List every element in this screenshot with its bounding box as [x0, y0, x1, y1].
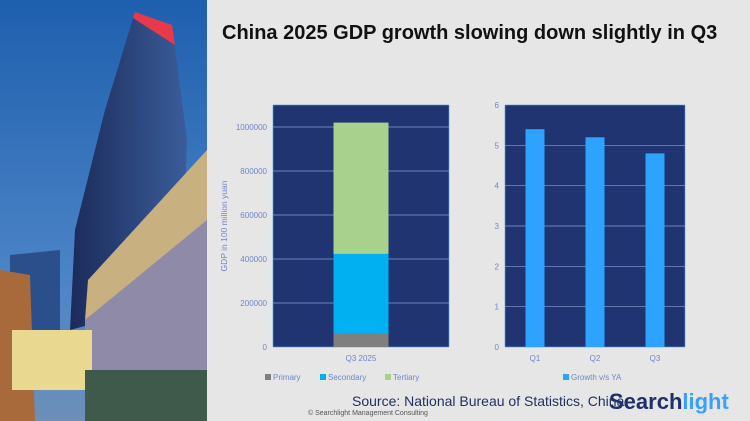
y-tick-label: 1: [495, 303, 500, 312]
building-photo: [0, 0, 207, 421]
y-axis-label: GDP in 100 million yuan: [219, 180, 229, 271]
legend-label: Growth v/s YA: [571, 373, 622, 382]
y-tick-label: 5: [495, 141, 500, 150]
legend-label: Primary: [273, 373, 301, 382]
y-tick-label: 400000: [240, 255, 267, 264]
y-tick-label: 600000: [240, 211, 267, 220]
legend-swatch: [563, 374, 569, 380]
x-tick-label: Q2: [590, 354, 601, 363]
bar-growth-v-s-ya: [645, 153, 665, 347]
y-tick-label: 6: [495, 101, 500, 110]
y-tick-label: 4: [495, 182, 500, 191]
y-tick-label: 800000: [240, 167, 267, 176]
legend-swatch: [265, 374, 271, 380]
searchlight-logo: Searchlight: [609, 389, 729, 415]
copyright: © Searchlight Management Consulting: [308, 410, 428, 417]
bar-growth-v-s-ya: [585, 137, 605, 347]
source-note: Source: National Bureau of Statistics, C…: [352, 393, 625, 409]
x-tick-label: Q3 2025: [346, 354, 377, 363]
y-tick-label: 1000000: [236, 123, 268, 132]
y-tick-label: 0: [263, 343, 268, 352]
page-title: China 2025 GDP growth slowing down sligh…: [222, 22, 718, 44]
logo-part1: Search: [609, 389, 683, 414]
logo-part2: light: [682, 389, 729, 414]
bar-growth-v-s-ya: [525, 129, 545, 347]
bar-primary: [333, 334, 389, 347]
bar-tertiary: [333, 122, 389, 254]
legend-swatch: [320, 374, 326, 380]
bar-secondary: [333, 253, 389, 335]
legend-label: Tertiary: [393, 373, 419, 382]
y-tick-label: 0: [495, 343, 500, 352]
x-tick-label: Q1: [530, 354, 541, 363]
legend-label: Secondary: [328, 373, 366, 382]
legend-swatch: [385, 374, 391, 380]
y-tick-label: 3: [495, 222, 500, 231]
x-tick-label: Q3: [650, 354, 661, 363]
y-tick-label: 200000: [240, 299, 267, 308]
y-tick-label: 2: [495, 262, 500, 271]
